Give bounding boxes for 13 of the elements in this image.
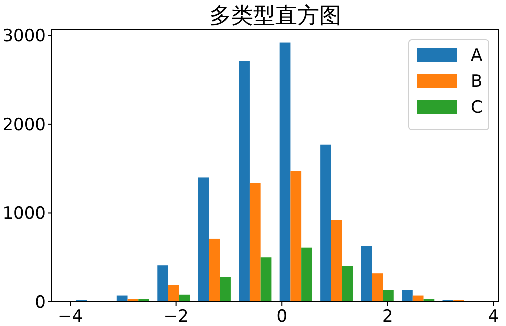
y-tick-label: 2000: [2, 115, 46, 136]
x-tick-label: −2: [164, 307, 189, 326]
y-tick-label: 3000: [2, 26, 46, 47]
x-tick-label: −4: [58, 307, 84, 326]
x-tick-label: 4: [488, 307, 500, 326]
y-tick-label: 1000: [2, 204, 46, 224]
chart-title: 多类型直方图: [210, 4, 342, 29]
legend-label: B: [471, 72, 483, 92]
legend-label: C: [471, 98, 483, 118]
y-tick-label: 0: [35, 293, 46, 313]
x-tick-label: 2: [382, 307, 394, 326]
legend-label: A: [471, 46, 483, 66]
x-tick-label: 0: [276, 307, 288, 326]
